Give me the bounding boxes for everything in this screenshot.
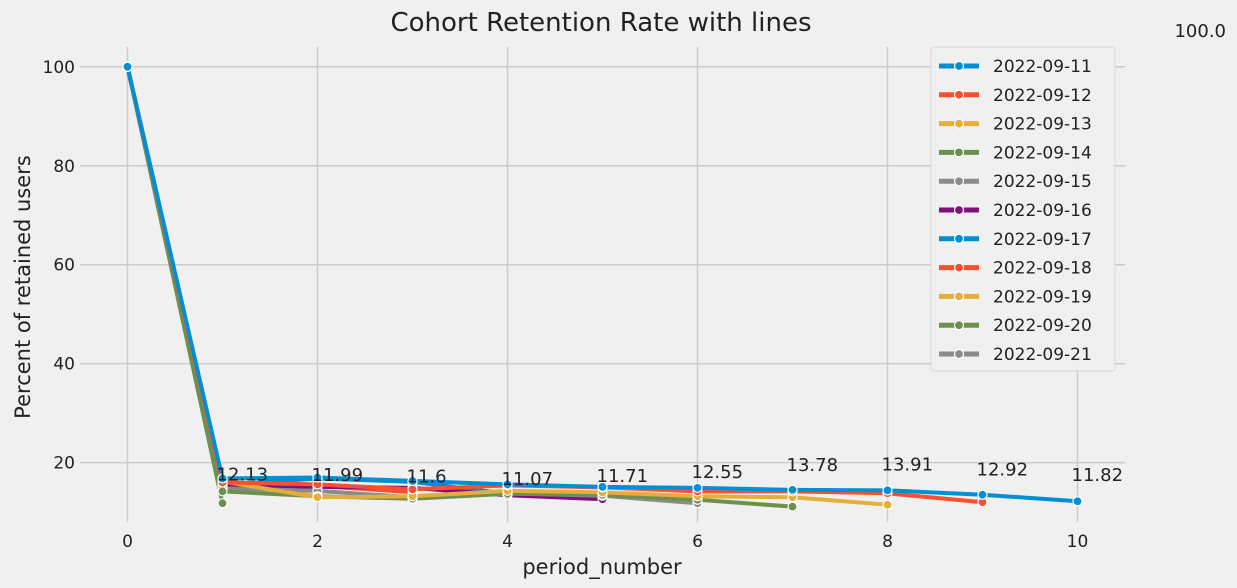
data-label: 11.99	[312, 465, 364, 486]
data-label: 11.82	[1072, 465, 1124, 486]
data-point	[1072, 496, 1083, 507]
legend-label: 2022-09-19	[993, 287, 1092, 307]
legend-swatch-marker	[953, 233, 965, 244]
legend-label: 2022-09-16	[993, 201, 1092, 221]
data-point	[312, 472, 323, 483]
legend-label: 2022-09-14	[993, 143, 1092, 163]
legend-label: 2022-09-21	[993, 345, 1092, 365]
data-point	[122, 61, 133, 72]
data-point	[407, 475, 418, 487]
y-tick-label: 20	[53, 454, 75, 474]
data-label: 12.13	[217, 464, 269, 485]
legend: 2022-09-11 2022-09-12 2022-09-13 2022-09-14…	[930, 46, 1116, 372]
legend-swatch-marker	[953, 118, 965, 129]
data-point	[597, 481, 608, 492]
legend-label: 2022-09-11	[993, 57, 1092, 77]
x-axis-label: period_number	[522, 555, 682, 580]
data-point	[217, 473, 228, 484]
legend-label: 2022-09-18	[993, 259, 1092, 279]
series-lines	[125, 64, 1080, 509]
data-label: 100.0	[1174, 21, 1226, 42]
legend-label: 2022-09-15	[993, 172, 1092, 192]
y-tick-label: 80	[53, 157, 75, 177]
legend-swatch-marker	[953, 176, 965, 187]
data-label: 12.55	[692, 462, 744, 483]
chart-title: Cohort Retention Rate with lines	[390, 8, 811, 38]
data-point	[882, 485, 893, 496]
legend-label: 2022-09-20	[993, 316, 1092, 336]
legend-swatch-marker	[953, 320, 965, 331]
legend-label: 2022-09-13	[993, 115, 1092, 135]
legend-swatch-marker	[953, 89, 965, 100]
y-tick-label: 40	[53, 355, 75, 375]
data-label: 13.78	[787, 455, 839, 476]
data-annotations: 100.0 12.13 11.99 11.6 11.07 11.71 12.55 13.78 1…	[217, 21, 1227, 490]
legend-swatch-marker	[953, 262, 965, 273]
x-tick-label: 10	[1067, 532, 1089, 552]
data-point	[787, 501, 798, 512]
series-line	[125, 64, 795, 509]
y-axis-label: Percent of retained users	[11, 155, 35, 419]
data-label: 11.07	[502, 469, 554, 490]
legend-label: 2022-09-12	[993, 86, 1092, 106]
legend-swatch-marker	[953, 204, 965, 216]
data-point	[882, 499, 893, 510]
x-tick-label: 6	[692, 532, 703, 552]
legend-swatch-marker	[953, 348, 965, 360]
x-tick-label: 8	[882, 532, 893, 552]
data-point	[692, 482, 703, 493]
data-label: 11.71	[597, 466, 649, 487]
legend-label: 2022-09-17	[993, 230, 1092, 250]
data-label: 11.6	[407, 466, 447, 487]
data-point	[502, 479, 513, 490]
legend-box	[930, 46, 1116, 372]
x-tick-label: 0	[122, 532, 133, 552]
data-label: 13.91	[882, 455, 934, 476]
data-point	[217, 498, 228, 509]
x-tick-label: 2	[312, 532, 323, 552]
data-label: 12.92	[977, 459, 1029, 480]
y-tick-label: 60	[53, 256, 75, 276]
data-point	[312, 492, 323, 503]
legend-swatch-marker	[953, 291, 965, 302]
legend-swatch-marker	[953, 147, 965, 158]
y-tick-label: 100	[43, 58, 75, 78]
tick-labels: 0 2 4 6 8 10 20 40 60 80 100	[43, 58, 1089, 552]
data-point	[787, 484, 798, 495]
series-markers	[122, 61, 1083, 512]
x-tick-label: 4	[502, 532, 513, 552]
legend-swatch-marker	[953, 60, 965, 72]
data-point	[217, 486, 228, 497]
data-point	[977, 489, 988, 500]
